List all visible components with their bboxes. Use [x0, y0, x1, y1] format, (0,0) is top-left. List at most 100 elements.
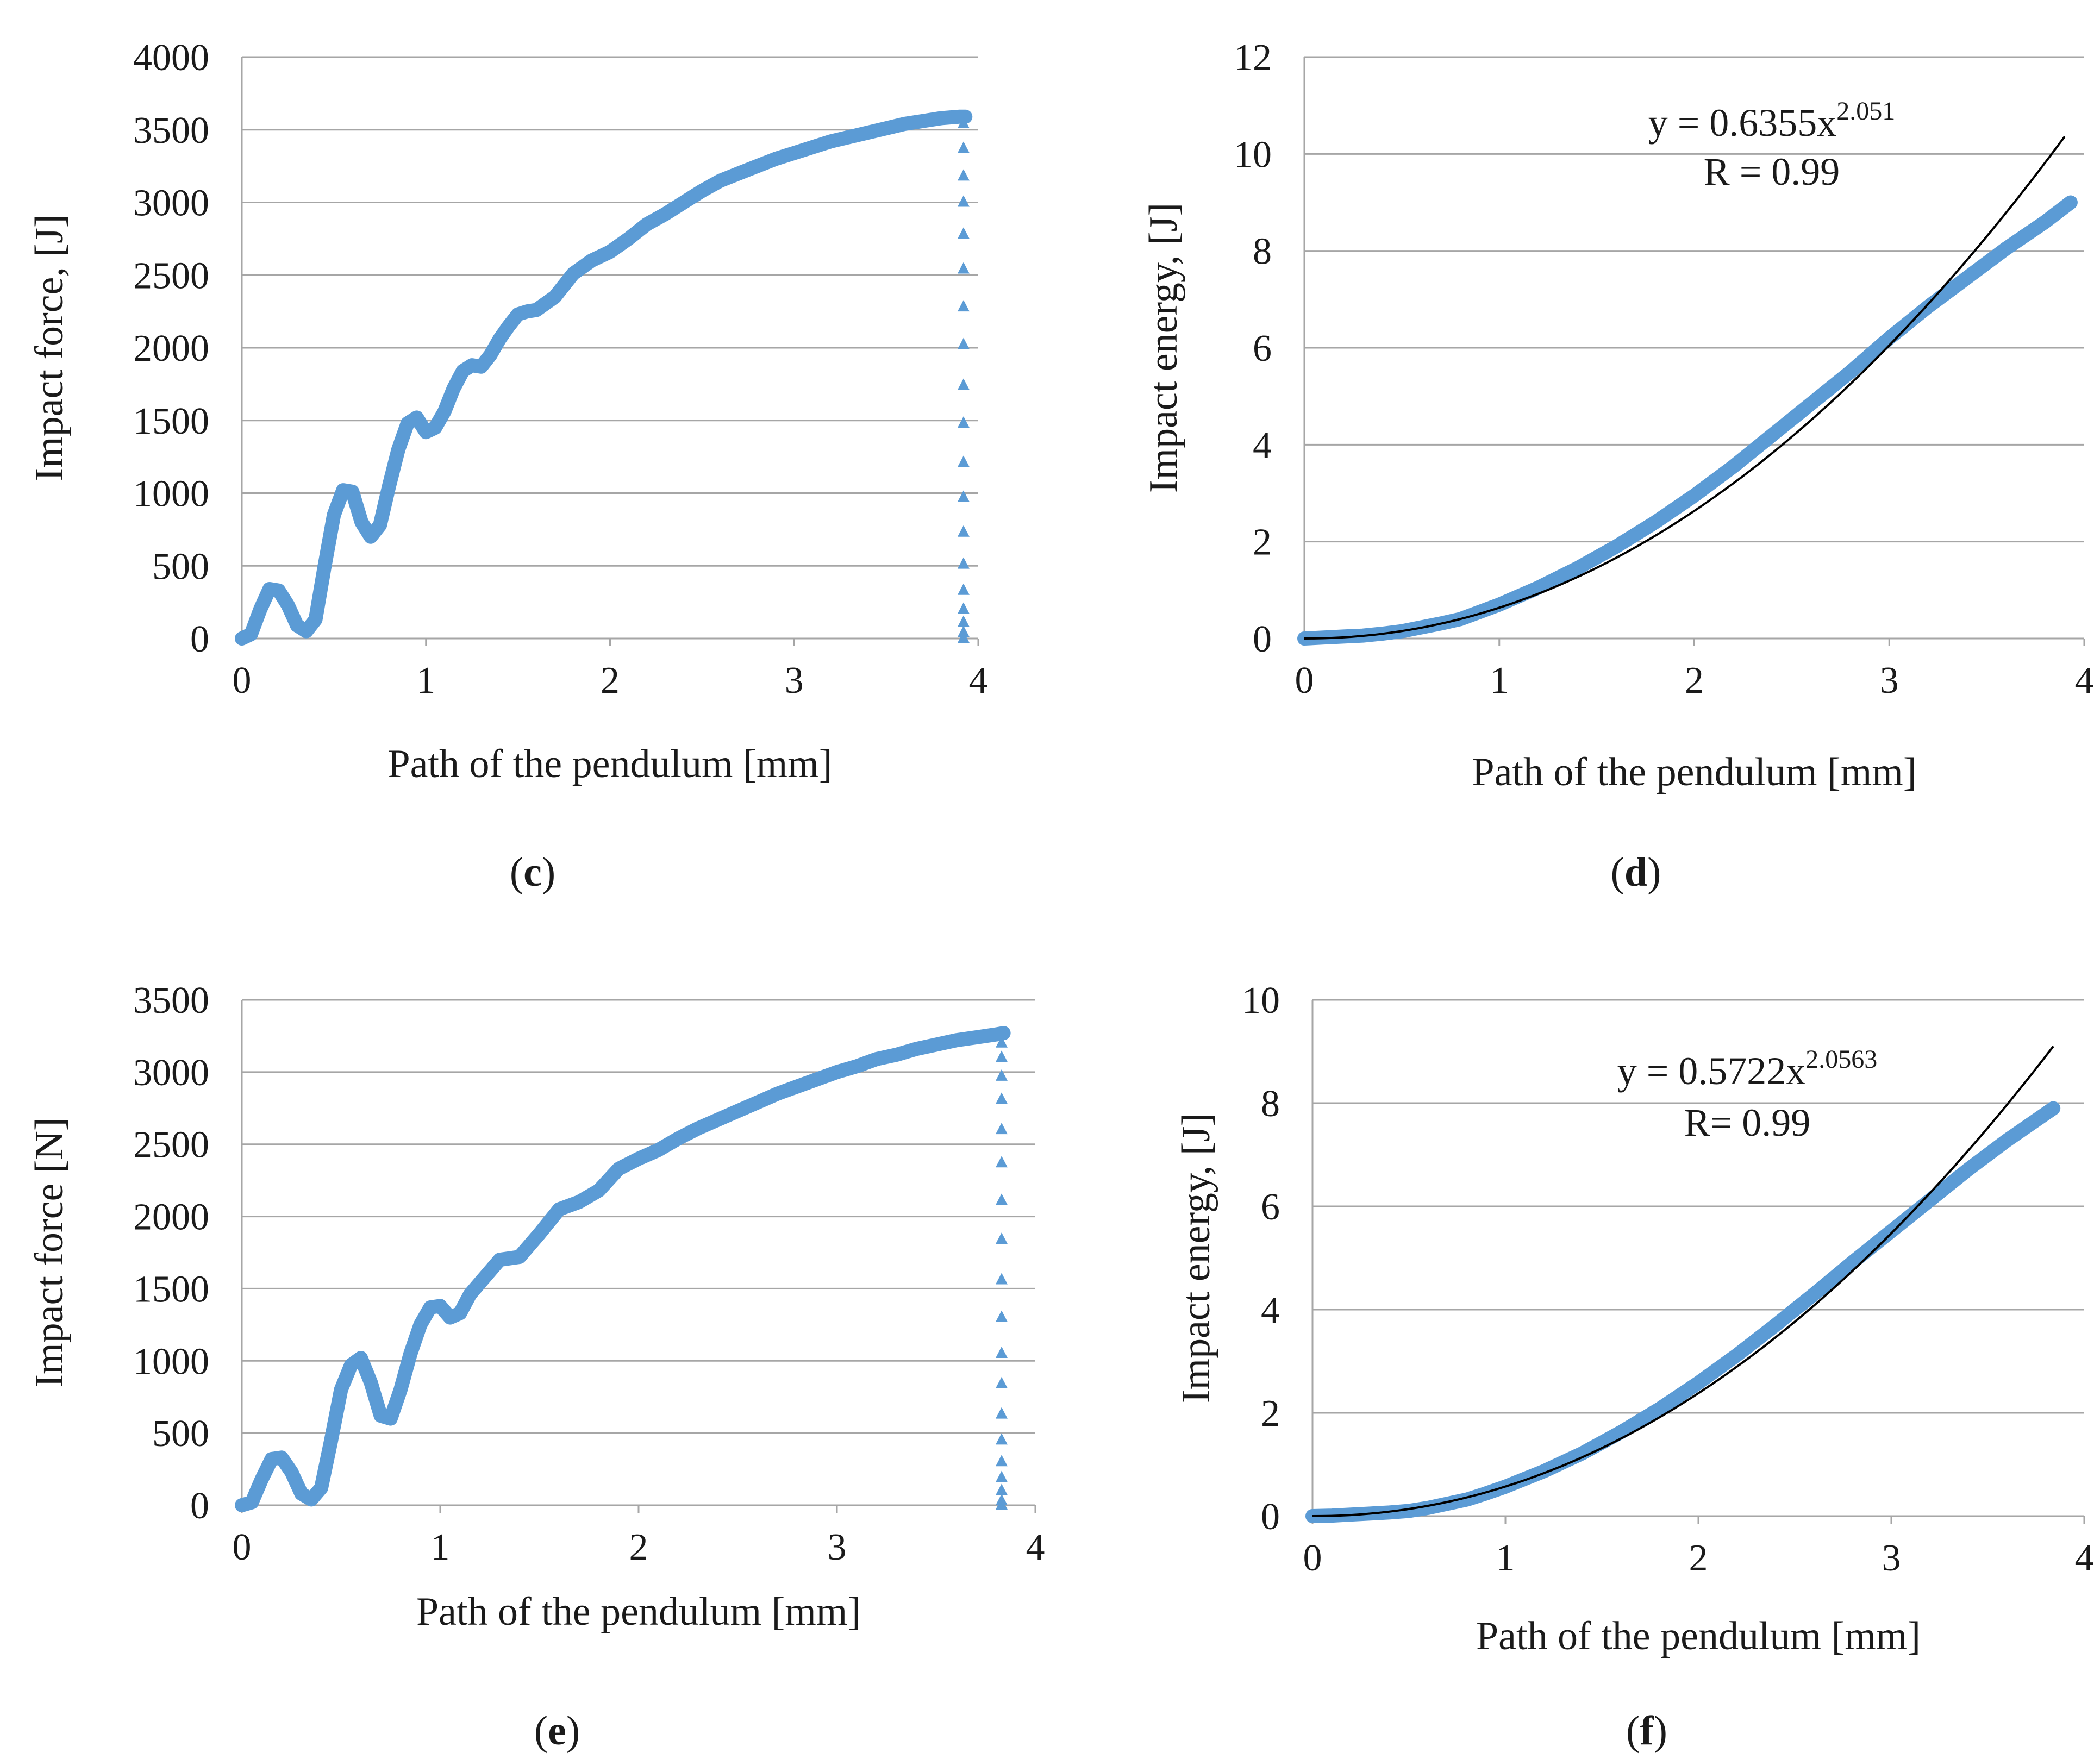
y-tick-label-e: 2500: [133, 1124, 209, 1166]
y-axis-label-f: Impact energy, [J]: [1174, 1113, 1218, 1403]
unloading-marker-c: [957, 227, 970, 239]
y-tick-label-c: 4000: [133, 37, 209, 79]
unloading-marker-e: [995, 1498, 1008, 1510]
panel-letter-d: d: [1624, 849, 1647, 895]
y-tick-label-d: 10: [1234, 134, 1272, 176]
y-tick-label-d: 8: [1253, 231, 1272, 273]
x-tick-label-c: 4: [969, 660, 988, 702]
x-axis-label-c: Path of the pendulum [mm]: [388, 742, 833, 786]
x-tick-labels-d: 0 1 2 3 4: [1295, 660, 2094, 702]
x-tick-labels-f: 0 1 2 3 4: [1303, 1537, 2094, 1579]
x-tick-label-e: 4: [1026, 1526, 1045, 1568]
x-tick-label-c: 1: [416, 660, 435, 702]
axes-e: [241, 1000, 1036, 1513]
grid-e: [242, 999, 1035, 1434]
unloading-marker-e: [995, 1376, 1008, 1388]
x-tick-label-d: 3: [1880, 660, 1899, 702]
y-tick-label-e: 3000: [133, 1052, 209, 1094]
x-tick-label-f: 1: [1496, 1537, 1515, 1579]
x-tick-label-d: 0: [1295, 660, 1314, 702]
grid-c: [242, 56, 978, 567]
y-tick-label-f: 0: [1261, 1496, 1280, 1538]
x-tick-label-d: 4: [2075, 660, 2094, 702]
y-tick-labels-f: 0 2 4 6 8 10: [1242, 980, 1280, 1538]
y-tick-label-c: 2000: [133, 328, 209, 370]
unloading-marker-c: [957, 583, 970, 595]
series-f: [1305, 1046, 2061, 1523]
unloading-marker-e: [995, 1069, 1008, 1081]
x-tick-label-d: 1: [1490, 660, 1509, 702]
unloading-marker-c: [957, 455, 970, 467]
grid-f: [1312, 999, 2084, 1414]
y-tick-label-e: 3500: [133, 980, 209, 1022]
unloading-marker-e: [995, 1273, 1008, 1285]
y-tick-label-c: 500: [152, 546, 209, 587]
x-tick-label-c: 3: [785, 660, 804, 702]
x-tick-label-e: 3: [828, 1526, 847, 1568]
panel-c: 0 1 2 3 4 0 500 1000 1500 2000 2500 3000 3500 4000 P…: [27, 37, 988, 895]
grid-d: [1304, 56, 2084, 543]
y-tick-label-c: 3000: [133, 183, 209, 224]
unloading-marker-c: [957, 195, 970, 207]
unloading-marker-e: [995, 1156, 1008, 1168]
y-tick-label-f: 4: [1261, 1289, 1280, 1331]
y-tick-label-f: 2: [1261, 1393, 1280, 1435]
y-tick-label-e: 500: [152, 1413, 209, 1455]
unloading-marker-e: [995, 1470, 1008, 1482]
panel-letter-c: c: [523, 849, 542, 895]
panel-caption-f: (f): [1626, 1708, 1667, 1754]
panel-letter-f: f: [1640, 1708, 1654, 1754]
y-tick-label-d: 0: [1253, 618, 1272, 660]
unloading-marker-c: [957, 557, 970, 569]
panel-caption-c: (c): [510, 849, 555, 895]
x-axis-label-f: Path of the pendulum [mm]: [1476, 1614, 1921, 1658]
unloading-marker-c: [957, 117, 970, 129]
unloading-marker-c: [957, 490, 970, 502]
axes-c: [241, 57, 979, 646]
x-tick-label-f: 3: [1882, 1537, 1901, 1579]
y-tick-label-d: 4: [1253, 424, 1272, 466]
y-tick-label-e: 1000: [133, 1341, 209, 1382]
x-axis-label-e: Path of the pendulum [mm]: [416, 1589, 861, 1634]
unloading-marker-e: [995, 1407, 1008, 1419]
unloading-marker-e: [995, 1092, 1008, 1104]
y-axis-label-c: Impact force, [J]: [27, 214, 72, 481]
axes-f: [1311, 1000, 2085, 1524]
x-tick-label-f: 2: [1689, 1537, 1708, 1579]
x-tick-label-e: 2: [629, 1526, 648, 1568]
y-tick-label-e: 1500: [133, 1268, 209, 1310]
x-tick-labels-e: 0 1 2 3 4: [233, 1526, 1045, 1568]
unloading-marker-c: [957, 262, 970, 274]
fit-line-d: [1304, 136, 2066, 640]
fit-equation-exponent-d: 2.051: [1836, 97, 1895, 126]
fit-equation-main-f: y = 0.5722x: [1617, 1049, 1806, 1093]
y-tick-label-c: 3500: [133, 110, 209, 152]
unloading-marker-e: [995, 1455, 1008, 1467]
x-tick-label-c: 0: [233, 660, 252, 702]
y-tick-label-d: 12: [1234, 37, 1272, 79]
unloading-marker-c: [957, 416, 970, 428]
y-tick-label-f: 6: [1261, 1186, 1280, 1228]
x-tick-label-c: 2: [601, 660, 620, 702]
x-tick-label-f: 0: [1303, 1537, 1322, 1579]
series-d: [1297, 136, 2078, 646]
fit-equation-f: y = 0.5722x2.0563: [1617, 1045, 1878, 1093]
unloading-marker-e: [995, 1310, 1008, 1322]
series-line-f: [1305, 1101, 2061, 1523]
unloading-marker-e: [995, 1433, 1008, 1445]
unloading-marker-e: [995, 1347, 1008, 1358]
unloading-marker-c: [957, 300, 970, 312]
x-tick-label-f: 4: [2075, 1537, 2094, 1579]
unloading-marker-c: [957, 378, 970, 390]
panel-letter-e: e: [548, 1708, 566, 1754]
unloading-marker-c: [957, 337, 970, 349]
series-line-c: [235, 109, 973, 646]
unloading-marker-c: [957, 625, 970, 637]
axes-d: [1303, 57, 2085, 646]
fit-equation-main-d: y = 0.6355x: [1648, 101, 1837, 145]
unloading-marker-e: [995, 1193, 1008, 1205]
unloading-marker-c: [957, 141, 970, 153]
x-tick-labels-c: 0 1 2 3 4: [233, 660, 988, 702]
series-line-e: [235, 1026, 1011, 1512]
